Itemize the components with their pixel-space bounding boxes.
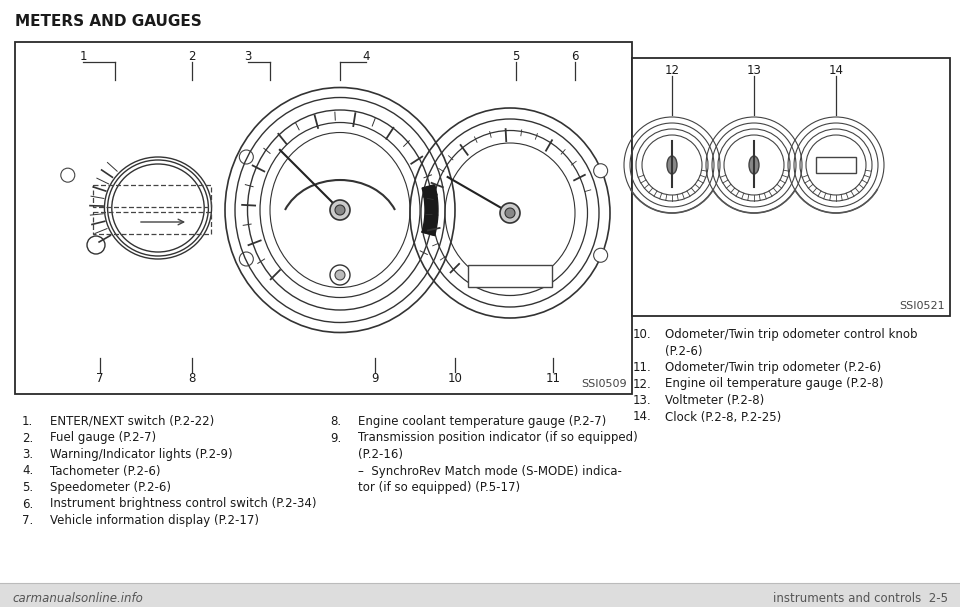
Circle shape [330, 265, 350, 285]
Text: 2.: 2. [22, 432, 34, 444]
Ellipse shape [749, 156, 759, 174]
Text: 14: 14 [828, 64, 844, 76]
Text: 5.: 5. [22, 481, 34, 494]
Text: 4: 4 [362, 50, 370, 63]
Text: SSI0521: SSI0521 [900, 301, 945, 311]
Bar [0, 583, 960, 607]
Text: 1: 1 [80, 50, 86, 63]
Bar [93, 185, 211, 207]
Circle shape [505, 208, 515, 218]
Bar [632, 58, 950, 316]
Circle shape [500, 203, 520, 223]
Polygon shape [422, 185, 438, 236]
Text: 12: 12 [664, 64, 680, 76]
Text: 8: 8 [188, 371, 196, 384]
Text: Warning/Indicator lights (P.2-9): Warning/Indicator lights (P.2-9) [50, 448, 232, 461]
Text: 3.: 3. [22, 448, 34, 461]
Bar [93, 212, 211, 234]
Text: 6.: 6. [22, 498, 34, 510]
Bar [816, 157, 856, 173]
Text: 14.: 14. [633, 410, 652, 424]
Text: tor (if so equipped) (P.5-17): tor (if so equipped) (P.5-17) [358, 481, 520, 494]
Text: Odometer/Twin trip odometer (P.2-6): Odometer/Twin trip odometer (P.2-6) [665, 361, 881, 374]
Circle shape [335, 205, 345, 215]
Text: 3: 3 [244, 50, 252, 63]
Text: Fuel gauge (P.2-7): Fuel gauge (P.2-7) [50, 432, 156, 444]
Text: ENTER/NEXT switch (P.2-22): ENTER/NEXT switch (P.2-22) [50, 415, 214, 428]
Text: Engine oil temperature gauge (P.2-8): Engine oil temperature gauge (P.2-8) [665, 378, 883, 390]
Text: 5: 5 [513, 50, 519, 63]
Text: Tachometer (P.2-6): Tachometer (P.2-6) [50, 464, 160, 478]
Text: 9.: 9. [330, 432, 341, 444]
Circle shape [239, 150, 253, 164]
Circle shape [593, 164, 608, 178]
Text: instruments and controls  2-5: instruments and controls 2-5 [773, 591, 948, 605]
Circle shape [87, 236, 105, 254]
Text: 9: 9 [372, 371, 379, 384]
Bar [468, 265, 552, 287]
Circle shape [593, 248, 608, 262]
Text: –  SynchroRev Match mode (S-MODE) indica-: – SynchroRev Match mode (S-MODE) indica- [358, 464, 622, 478]
Text: 10: 10 [447, 371, 463, 384]
Bar [15, 42, 632, 394]
Text: (P.2-6): (P.2-6) [665, 345, 703, 358]
Text: 8.: 8. [330, 415, 341, 428]
Text: Vehicle information display (P.2-17): Vehicle information display (P.2-17) [50, 514, 259, 527]
Text: 12.: 12. [633, 378, 652, 390]
Text: 6: 6 [571, 50, 579, 63]
Text: Transmission position indicator (if so equipped): Transmission position indicator (if so e… [358, 432, 637, 444]
Text: SSI0509: SSI0509 [582, 379, 627, 389]
Text: Odometer/Twin trip odometer control knob: Odometer/Twin trip odometer control knob [665, 328, 918, 341]
Text: (P.2-16): (P.2-16) [358, 448, 403, 461]
Text: Speedometer (P.2-6): Speedometer (P.2-6) [50, 481, 171, 494]
Text: Clock (P.2-8, P.2-25): Clock (P.2-8, P.2-25) [665, 410, 781, 424]
Text: 10.: 10. [633, 328, 652, 341]
Ellipse shape [667, 156, 677, 174]
Text: Voltmeter (P.2-8): Voltmeter (P.2-8) [665, 394, 764, 407]
Circle shape [239, 252, 253, 266]
Text: carmanualsonline.info: carmanualsonline.info [12, 591, 143, 605]
Text: 11: 11 [545, 371, 561, 384]
Text: 2: 2 [188, 50, 196, 63]
Text: 4.: 4. [22, 464, 34, 478]
Text: 7.: 7. [22, 514, 34, 527]
Circle shape [330, 200, 350, 220]
Text: 13: 13 [747, 64, 761, 76]
Text: 7: 7 [96, 371, 104, 384]
Text: 11.: 11. [633, 361, 652, 374]
Circle shape [60, 168, 75, 182]
Circle shape [335, 270, 345, 280]
Text: METERS AND GAUGES: METERS AND GAUGES [15, 15, 202, 30]
Text: Engine coolant temperature gauge (P.2-7): Engine coolant temperature gauge (P.2-7) [358, 415, 607, 428]
Text: Instrument brightness control switch (P.2-34): Instrument brightness control switch (P.… [50, 498, 317, 510]
Text: 1.: 1. [22, 415, 34, 428]
Text: 13.: 13. [633, 394, 652, 407]
